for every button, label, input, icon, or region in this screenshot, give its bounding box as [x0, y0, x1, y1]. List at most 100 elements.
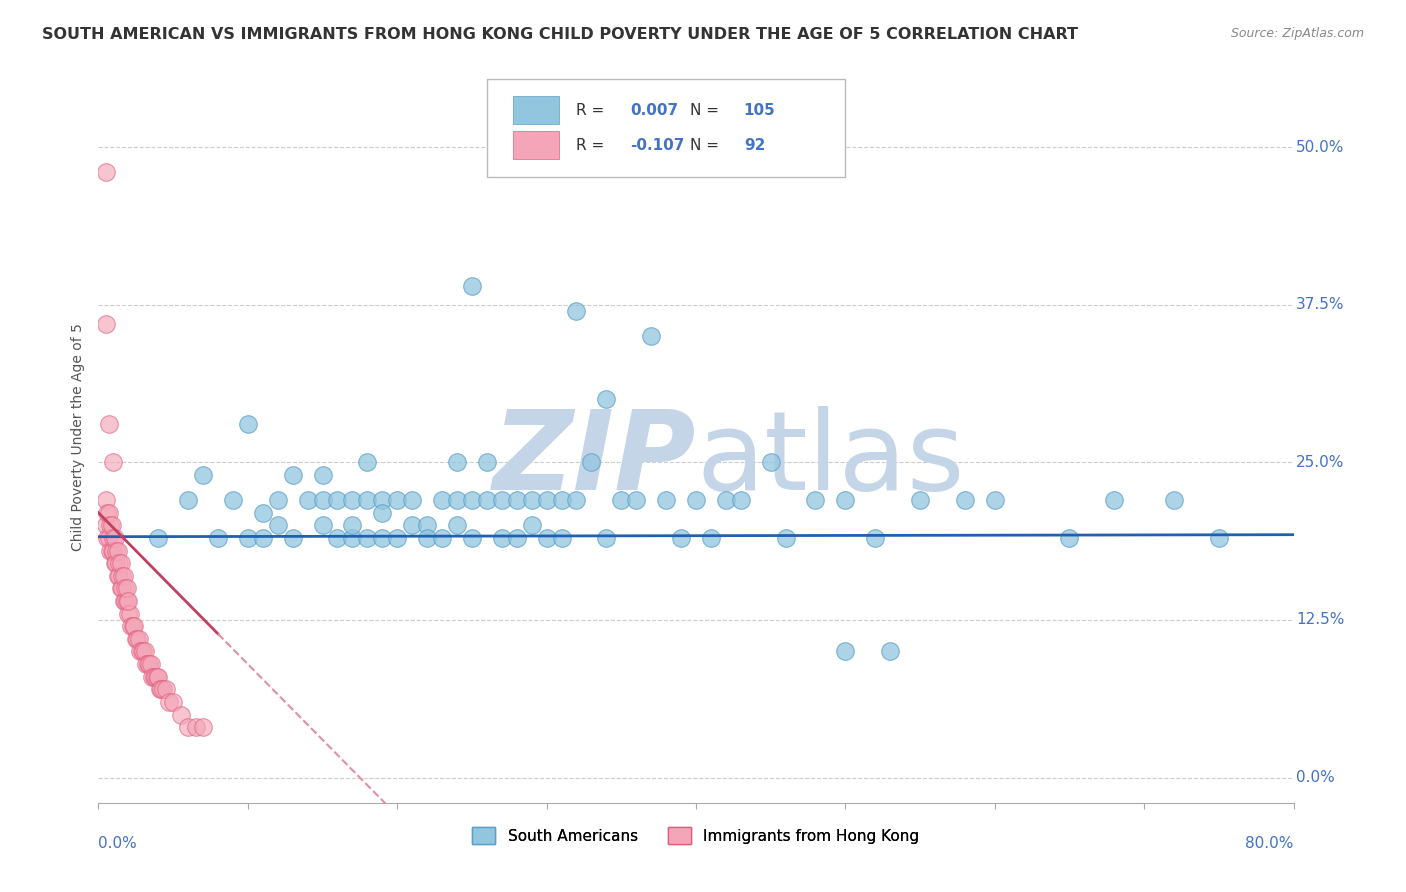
Point [775, 531, 797, 545]
Point [150, 682, 173, 697]
Point [134, 644, 156, 658]
Point [446, 518, 468, 533]
Point [142, 670, 165, 684]
Y-axis label: Child Poverty Under the Age of 5: Child Poverty Under the Age of 5 [72, 323, 86, 551]
Point [461, 278, 484, 293]
Point [97, 506, 120, 520]
Point [191, 467, 214, 482]
Point [342, 493, 364, 508]
Point [236, 417, 259, 432]
Point [1208, 531, 1230, 545]
Point [110, 556, 132, 570]
Point [103, 455, 125, 469]
Point [191, 720, 214, 734]
Point [117, 594, 139, 608]
Point [118, 607, 141, 621]
Point [110, 582, 132, 596]
Point [610, 493, 633, 508]
Point [581, 455, 603, 469]
Point [97, 531, 120, 545]
Point [136, 657, 159, 671]
Point [177, 493, 200, 508]
Point [131, 644, 153, 658]
Point [98, 543, 122, 558]
Point [908, 493, 931, 508]
FancyBboxPatch shape [486, 78, 845, 178]
Point [120, 619, 142, 633]
Point [105, 543, 128, 558]
Point [281, 467, 304, 482]
Text: 0.0%: 0.0% [1296, 770, 1334, 785]
Point [356, 531, 378, 545]
Point [550, 493, 572, 508]
Point [98, 518, 122, 533]
Point [834, 493, 856, 508]
Point [141, 670, 163, 684]
Point [565, 493, 588, 508]
Point [145, 670, 167, 684]
Point [1104, 493, 1126, 508]
Point [326, 493, 349, 508]
Point [103, 531, 125, 545]
Point [430, 493, 453, 508]
Text: 80.0%: 80.0% [1246, 836, 1294, 851]
Point [401, 493, 423, 508]
Point [94, 165, 117, 179]
Point [536, 531, 558, 545]
Point [108, 569, 131, 583]
Point [804, 493, 827, 508]
Text: SOUTH AMERICAN VS IMMIGRANTS FROM HONG KONG CHILD POVERTY UNDER THE AGE OF 5 COR: SOUTH AMERICAN VS IMMIGRANTS FROM HONG K… [42, 27, 1078, 42]
Text: Source: ZipAtlas.com: Source: ZipAtlas.com [1230, 27, 1364, 40]
Point [520, 493, 543, 508]
Point [550, 531, 572, 545]
Point [169, 707, 191, 722]
Point [879, 644, 901, 658]
FancyBboxPatch shape [513, 96, 558, 124]
Text: ZIP: ZIP [492, 406, 696, 513]
Point [491, 531, 513, 545]
Point [759, 455, 782, 469]
Point [342, 531, 364, 545]
Point [107, 569, 129, 583]
Point [371, 506, 394, 520]
Point [416, 518, 439, 533]
Point [112, 569, 135, 583]
Point [565, 304, 588, 318]
Text: -0.107: -0.107 [630, 137, 685, 153]
Point [267, 493, 290, 508]
Point [105, 556, 128, 570]
Point [342, 518, 364, 533]
Point [446, 455, 468, 469]
Point [149, 682, 172, 697]
Point [595, 392, 617, 407]
Point [157, 695, 180, 709]
Point [475, 493, 498, 508]
Point [127, 632, 149, 646]
Point [430, 531, 453, 545]
Point [114, 594, 136, 608]
Point [326, 531, 349, 545]
Point [94, 317, 117, 331]
Point [129, 644, 152, 658]
Point [311, 467, 333, 482]
Point [626, 493, 648, 508]
Point [207, 531, 229, 545]
Text: 0.0%: 0.0% [98, 836, 138, 851]
Point [104, 531, 127, 545]
Point [148, 670, 170, 684]
Text: 50.0%: 50.0% [1296, 139, 1344, 154]
Point [111, 582, 134, 596]
Point [117, 607, 139, 621]
Point [97, 417, 120, 432]
Text: N =: N = [690, 137, 724, 153]
Point [416, 531, 439, 545]
Point [669, 531, 692, 545]
Point [252, 506, 274, 520]
Point [114, 582, 136, 596]
Point [281, 531, 304, 545]
Point [446, 493, 468, 508]
Point [132, 644, 155, 658]
Point [834, 644, 856, 658]
Point [128, 632, 150, 646]
Point [96, 506, 118, 520]
